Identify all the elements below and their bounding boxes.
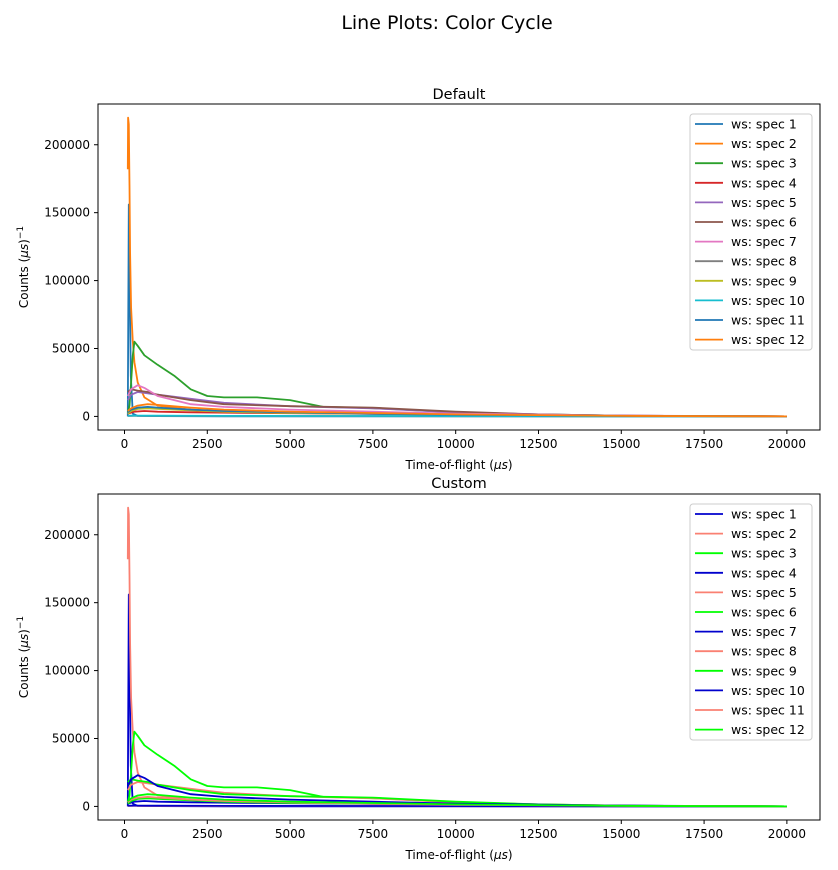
y-tick-label: 200000 bbox=[44, 138, 90, 152]
legend-entry-label: ws: spec 3 bbox=[731, 546, 797, 561]
x-tick-label: 2500 bbox=[192, 827, 223, 841]
legend-entry-label: ws: spec 4 bbox=[731, 175, 797, 190]
axes-frame bbox=[97, 103, 821, 431]
x-tick-label: 10000 bbox=[437, 827, 475, 841]
legend-entry-label: ws: spec 3 bbox=[731, 156, 797, 171]
legend-entry-label: ws: spec 2 bbox=[731, 136, 797, 151]
series-line-spec-12 bbox=[127, 403, 787, 418]
legend-entry-label: ws: spec 12 bbox=[731, 332, 805, 347]
axes-title: Custom bbox=[431, 476, 487, 492]
x-tick-label: 10000 bbox=[437, 437, 475, 451]
legend-entry-label: ws: spec 11 bbox=[731, 703, 805, 718]
x-tick-label: 0 bbox=[121, 827, 129, 841]
x-tick-label: 12500 bbox=[519, 437, 557, 451]
legend-entry-label: ws: spec 6 bbox=[731, 605, 797, 620]
y-tick-label: 100000 bbox=[44, 664, 90, 678]
y-tick-label: 200000 bbox=[44, 528, 90, 542]
x-axis-label: Time-of-flight (μs) bbox=[404, 458, 512, 472]
x-tick-label: 15000 bbox=[602, 437, 640, 451]
x-axis-label: Time-of-flight (μs) bbox=[404, 848, 512, 862]
legend-entry-label: ws: spec 1 bbox=[731, 117, 797, 132]
x-tick-label: 20000 bbox=[768, 437, 806, 451]
y-tick-label: 50000 bbox=[52, 732, 90, 746]
legend-box bbox=[689, 503, 813, 741]
x-tick-label: 17500 bbox=[685, 437, 723, 451]
legend-entry-label: ws: spec 5 bbox=[731, 195, 797, 210]
legend-entry-label: ws: spec 9 bbox=[731, 273, 797, 288]
x-tick-label: 7500 bbox=[358, 437, 389, 451]
y-tick-label: 100000 bbox=[44, 274, 90, 288]
axes-default: 0 2500 5000 7500 10000 12500 15000 17500 2000005… bbox=[16, 87, 821, 472]
legend-entry-label: ws: spec 8 bbox=[731, 644, 797, 659]
y-axis-label: Counts (μs)−1 bbox=[16, 226, 31, 308]
legend-entry-label: ws: spec 2 bbox=[731, 526, 797, 541]
x-tick-label: 2500 bbox=[192, 437, 223, 451]
series-line-spec-12 bbox=[127, 793, 787, 808]
legend-entry-label: ws: spec 10 bbox=[731, 293, 805, 308]
legend-entry-label: ws: spec 1 bbox=[731, 507, 797, 522]
x-tick-label: 5000 bbox=[275, 827, 306, 841]
axes-title: Default bbox=[433, 87, 486, 103]
legend: ws: spec 1 ws: spec 2 ws: spec 3 ws: spec 4… bbox=[689, 113, 813, 351]
legend-box bbox=[689, 113, 813, 351]
y-tick-label: 50000 bbox=[52, 342, 90, 356]
figure-suptitle: Line Plots: Color Cycle bbox=[341, 12, 552, 34]
legend-entry-label: ws: spec 11 bbox=[731, 313, 805, 328]
y-tick-label: 150000 bbox=[44, 206, 90, 220]
x-tick-label: 5000 bbox=[275, 437, 306, 451]
legend-entry-label: ws: spec 6 bbox=[731, 215, 797, 230]
legend-entry-label: ws: spec 7 bbox=[731, 624, 797, 639]
y-tick-label: 150000 bbox=[44, 596, 90, 610]
legend: ws: spec 1 ws: spec 2 ws: spec 3 ws: spec 4… bbox=[689, 503, 813, 741]
x-tick-label: 0 bbox=[121, 437, 129, 451]
x-tick-label: 20000 bbox=[768, 827, 806, 841]
legend-entry-label: ws: spec 8 bbox=[731, 254, 797, 269]
legend-entry-label: ws: spec 4 bbox=[731, 565, 797, 580]
x-tick-label: 7500 bbox=[358, 827, 389, 841]
x-tick-label: 17500 bbox=[685, 827, 723, 841]
legend-entry-label: ws: spec 7 bbox=[731, 234, 797, 249]
y-tick-label: 0 bbox=[82, 799, 90, 813]
y-axis-label: Counts (μs)−1 bbox=[16, 616, 31, 698]
legend-entry-label: ws: spec 10 bbox=[731, 683, 805, 698]
x-tick-label: 12500 bbox=[519, 827, 557, 841]
y-tick-label: 0 bbox=[82, 409, 90, 423]
x-tick-label: 15000 bbox=[602, 827, 640, 841]
axes-frame bbox=[97, 493, 821, 821]
legend-entry-label: ws: spec 9 bbox=[731, 663, 797, 678]
legend-entry-label: ws: spec 5 bbox=[731, 585, 797, 600]
legend-entry-label: ws: spec 12 bbox=[731, 722, 805, 737]
plot-area-default bbox=[126, 116, 787, 418]
axes-custom: 0 2500 5000 7500 10000 12500 15000 17500 2000005… bbox=[16, 476, 821, 862]
plot-area-custom bbox=[126, 506, 787, 808]
